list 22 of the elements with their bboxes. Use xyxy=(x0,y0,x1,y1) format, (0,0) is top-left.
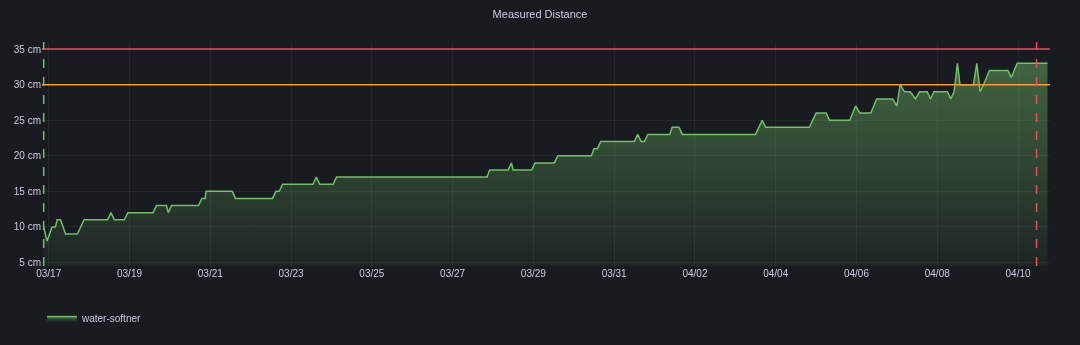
x-tick-label: 03/19 xyxy=(116,268,143,279)
y-tick-label: 25 cm xyxy=(13,114,41,126)
x-tick-label: 03/21 xyxy=(197,268,224,279)
x-tick-label: 03/31 xyxy=(601,268,628,279)
x-tick-label: 04/08 xyxy=(924,268,951,279)
x-tick-label: 03/27 xyxy=(440,268,466,279)
x-tick-label: 03/25 xyxy=(359,268,385,279)
chart-title: Measured Distance xyxy=(492,8,588,21)
x-tick-label: 04/10 xyxy=(1005,268,1031,279)
x-tick-label: 03/29 xyxy=(520,268,547,279)
y-tick-label: 10 cm xyxy=(13,221,41,233)
x-tick-label: 03/23 xyxy=(278,268,305,279)
y-tick-label: 5 cm xyxy=(19,256,41,268)
y-tick-label: 20 cm xyxy=(13,150,41,162)
y-tick-label: 30 cm xyxy=(13,79,41,91)
x-tick-label: 04/06 xyxy=(843,268,870,279)
y-tick-label: 35 cm xyxy=(13,43,41,55)
x-tick-label: 04/04 xyxy=(763,268,789,279)
legend-label: water-softner xyxy=(81,313,142,325)
y-tick-label: 15 cm xyxy=(13,185,41,197)
x-tick-label: 04/02 xyxy=(682,268,708,279)
x-tick-label: 03/17 xyxy=(36,268,62,279)
